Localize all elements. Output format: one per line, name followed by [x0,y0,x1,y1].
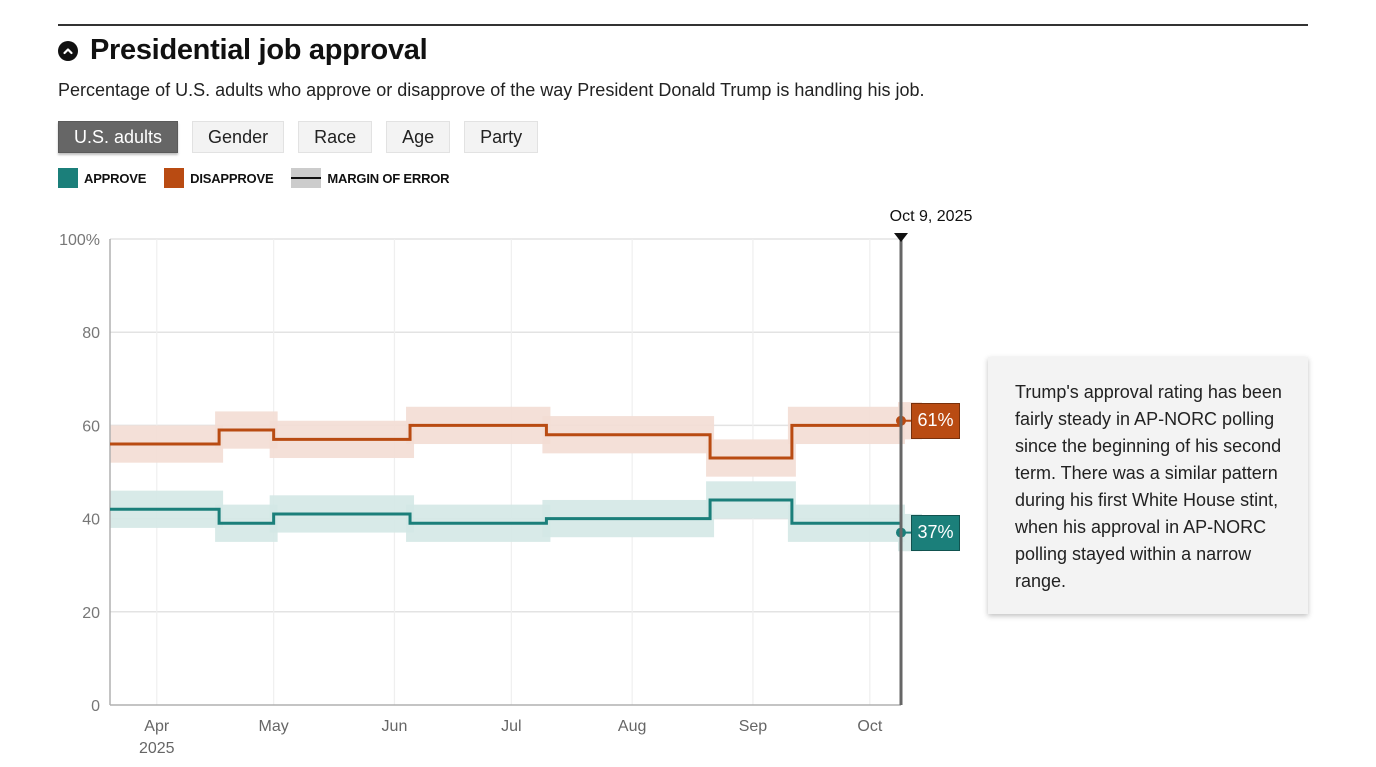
legend: APPROVE DISAPPROVE MARGIN OF ERROR [58,168,467,188]
disapprove-line [110,423,901,460]
moe-swatch [291,168,322,188]
y-tick-label: 100% [59,232,100,249]
x-tick-label: Sep [739,718,768,735]
subtitle: Percentage of U.S. adults who approve or… [58,80,925,100]
header: Presidential job approval [58,34,428,67]
tab-party[interactable]: Party [464,121,539,153]
x-tick-year-label: 2025 [139,740,175,757]
tab-race[interactable]: Race [298,121,373,153]
y-tick-label: 0 [91,698,100,715]
y-tick-label: 20 [82,605,100,622]
legend-moe: MARGIN OF ERROR [291,168,450,188]
disapprove-swatch [164,168,185,188]
disapprove-latest-label: 61% [911,402,960,439]
x-tick-label: Jun [382,718,408,735]
legend-approve-label: APPROVE [84,170,147,186]
annotation-box: Trump's approval rating has been fairly … [988,357,1308,614]
legend-disapprove-label: DISAPPROVE [190,170,274,186]
x-tick-label: Apr [144,718,170,735]
approve-line [110,498,901,525]
x-tick-label: Jul [501,718,521,735]
y-tick-label: 40 [82,512,100,529]
chevron-up-circle-icon[interactable] [58,40,78,61]
legend-moe-label: MARGIN OF ERROR [327,170,450,186]
top-divider [58,24,1308,26]
y-tick-label: 80 [82,325,100,342]
x-tick-label: May [259,718,289,735]
y-tick-label: 60 [82,418,100,435]
tab-gender[interactable]: Gender [192,121,285,153]
x-tick-label: Aug [618,718,646,735]
x-tick-label: Oct [857,718,882,735]
approve-swatch [58,168,78,188]
legend-approve: APPROVE [58,168,146,188]
page-title: Presidential job approval [90,34,428,66]
date-marker-triangle-icon [894,233,908,242]
tab-us-adults[interactable]: U.S. adults [58,121,179,153]
group-tabs: U.S. adults Gender Race Age Party [58,121,539,153]
marker-date-label: Oct 9, 2025 [889,208,973,225]
legend-disapprove: DISAPPROVE [164,168,274,188]
approve-latest-label: 37% [911,514,960,551]
tab-age[interactable]: Age [386,121,451,153]
axes: 0 20 40 60 80 100% Apr 2025 May Jun Jul Aug Sep Oct [59,232,901,757]
date-marker [894,233,908,705]
